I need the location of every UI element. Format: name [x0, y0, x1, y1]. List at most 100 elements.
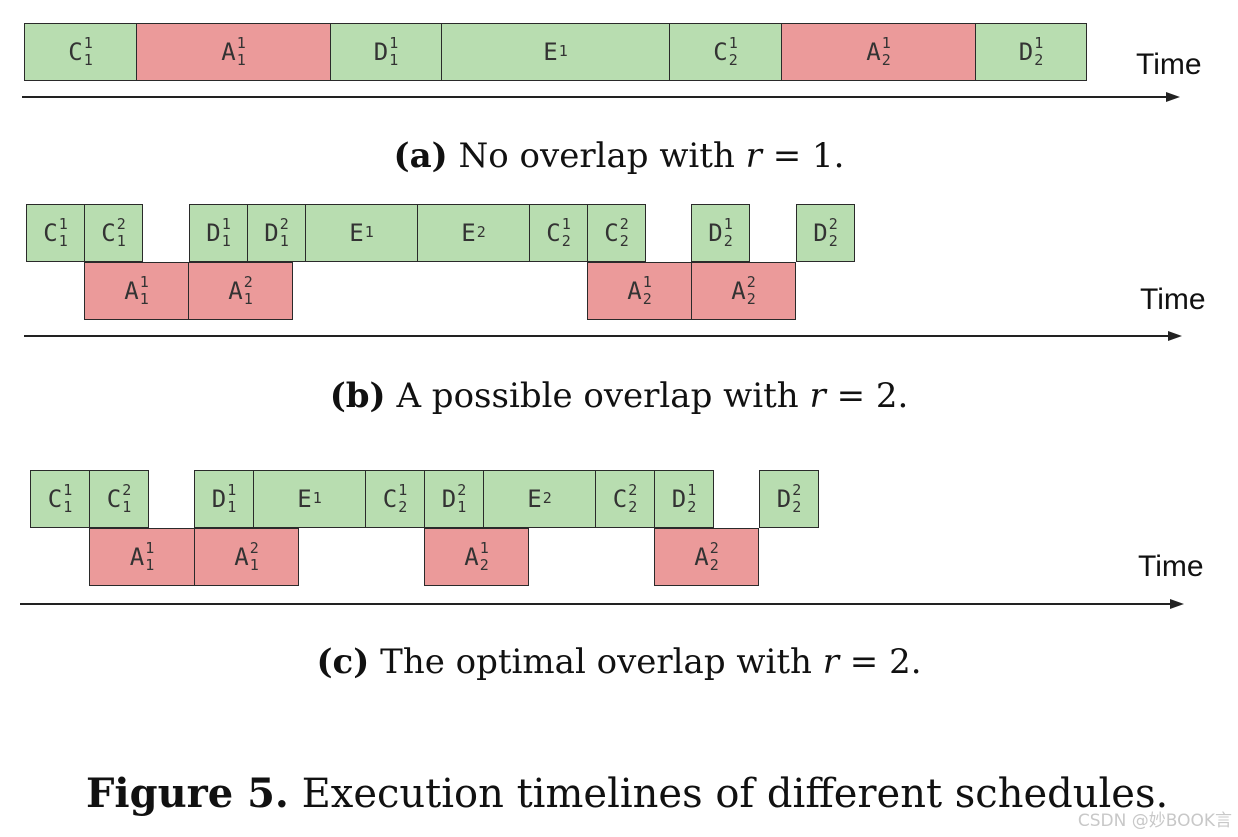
- block-sup: 1: [881, 34, 891, 52]
- block-sub: 1: [139, 290, 149, 308]
- block-sub: 1: [389, 51, 399, 69]
- block-sub: 1: [243, 290, 253, 308]
- block-sub: 2: [746, 290, 756, 308]
- block-sup: 1: [558, 41, 568, 60]
- block-sup: 1: [1034, 34, 1044, 52]
- caption-variable: r: [745, 136, 762, 176]
- block-sub: 1: [227, 498, 237, 516]
- block-sub: 2: [398, 498, 408, 516]
- caption-value: = 2.: [825, 376, 909, 416]
- block-kind: C: [604, 219, 619, 247]
- caption-tag: (a): [393, 136, 448, 176]
- block-kind: C: [68, 38, 83, 66]
- block-kind: D: [373, 38, 389, 66]
- block-kind: E: [543, 38, 558, 66]
- block-sub: 1: [279, 232, 289, 250]
- block-kind: D: [671, 485, 687, 513]
- figure-caption: Figure 5. Execution timelines of differe…: [86, 770, 1168, 817]
- block-kind: C: [612, 485, 628, 513]
- block-sub: 2: [828, 232, 838, 250]
- block-sub: 1: [236, 51, 246, 69]
- block-sup: 1: [728, 34, 738, 52]
- block-sup: 2: [279, 215, 289, 233]
- block-sub: 1: [58, 232, 68, 250]
- block-sup: 1: [479, 539, 489, 557]
- block-kind: C: [43, 219, 58, 247]
- block-sup: 1: [642, 273, 652, 291]
- block-sub: 2: [479, 556, 489, 574]
- block-sub: 2: [619, 232, 629, 250]
- block-kind: E: [297, 485, 312, 513]
- block-sub: 2: [723, 232, 733, 250]
- block-sup: 1: [221, 215, 231, 233]
- block-sup: 1: [561, 215, 571, 233]
- block-kind: D: [1018, 38, 1034, 66]
- block-kind: E: [527, 485, 542, 513]
- block-sup: 2: [619, 215, 629, 233]
- block-sub: 1: [145, 556, 155, 574]
- block-kind: A: [129, 543, 145, 571]
- time-axis: [24, 335, 1170, 337]
- time-axis-arrow-icon: [1170, 599, 1184, 609]
- panel-caption-b: (b) A possible overlap with r = 2.: [0, 376, 1238, 416]
- block-sub: 1: [63, 498, 73, 516]
- block-sub: 2: [687, 498, 697, 516]
- block-kind: C: [106, 485, 122, 513]
- time-axis: [20, 603, 1172, 605]
- block-sup: 1: [687, 481, 697, 499]
- caption-variable: r: [809, 376, 826, 416]
- block-kind: D: [264, 219, 279, 247]
- time-axis-arrow-icon: [1168, 331, 1182, 341]
- block-sub: 2: [628, 498, 638, 516]
- block-kind: C: [546, 219, 561, 247]
- block-kind: D: [813, 219, 828, 247]
- block-kind: A: [866, 38, 881, 66]
- block-kind: A: [694, 543, 709, 571]
- caption-tag: (b): [329, 376, 386, 416]
- block-kind: D: [708, 219, 723, 247]
- block-sup: 1: [236, 34, 246, 52]
- block-sub: 1: [249, 556, 259, 574]
- block-sub: 1: [457, 498, 467, 516]
- figure-caption-text: Execution timelines of different schedul…: [288, 771, 1169, 817]
- block-sup: 1: [139, 273, 149, 291]
- block-kind: A: [731, 277, 746, 305]
- block-sub: 2: [709, 556, 719, 574]
- block-sub: 1: [83, 51, 93, 69]
- block-sup: 1: [63, 481, 73, 499]
- block-sub: 2: [881, 51, 891, 69]
- block-sub: 2: [642, 290, 652, 308]
- block-kind: E: [461, 219, 476, 247]
- figure-caption-tag: Figure 5.: [86, 770, 289, 817]
- block-sup: 1: [312, 488, 322, 507]
- block-sub: 2: [792, 498, 802, 516]
- watermark: CSDN @妙BOOK言: [1077, 811, 1232, 831]
- block-sup: 1: [58, 215, 68, 233]
- panel-caption-c: (c) The optimal overlap with r = 2.: [0, 642, 1238, 682]
- block-sup: 2: [476, 222, 486, 241]
- panel-caption-a: (a) No overlap with r = 1.: [0, 136, 1238, 176]
- block-sup: 2: [249, 539, 259, 557]
- block-kind: A: [221, 38, 236, 66]
- time-label: Time: [1140, 283, 1206, 316]
- block-sup: 2: [542, 488, 552, 507]
- caption-value: = 2.: [839, 642, 922, 682]
